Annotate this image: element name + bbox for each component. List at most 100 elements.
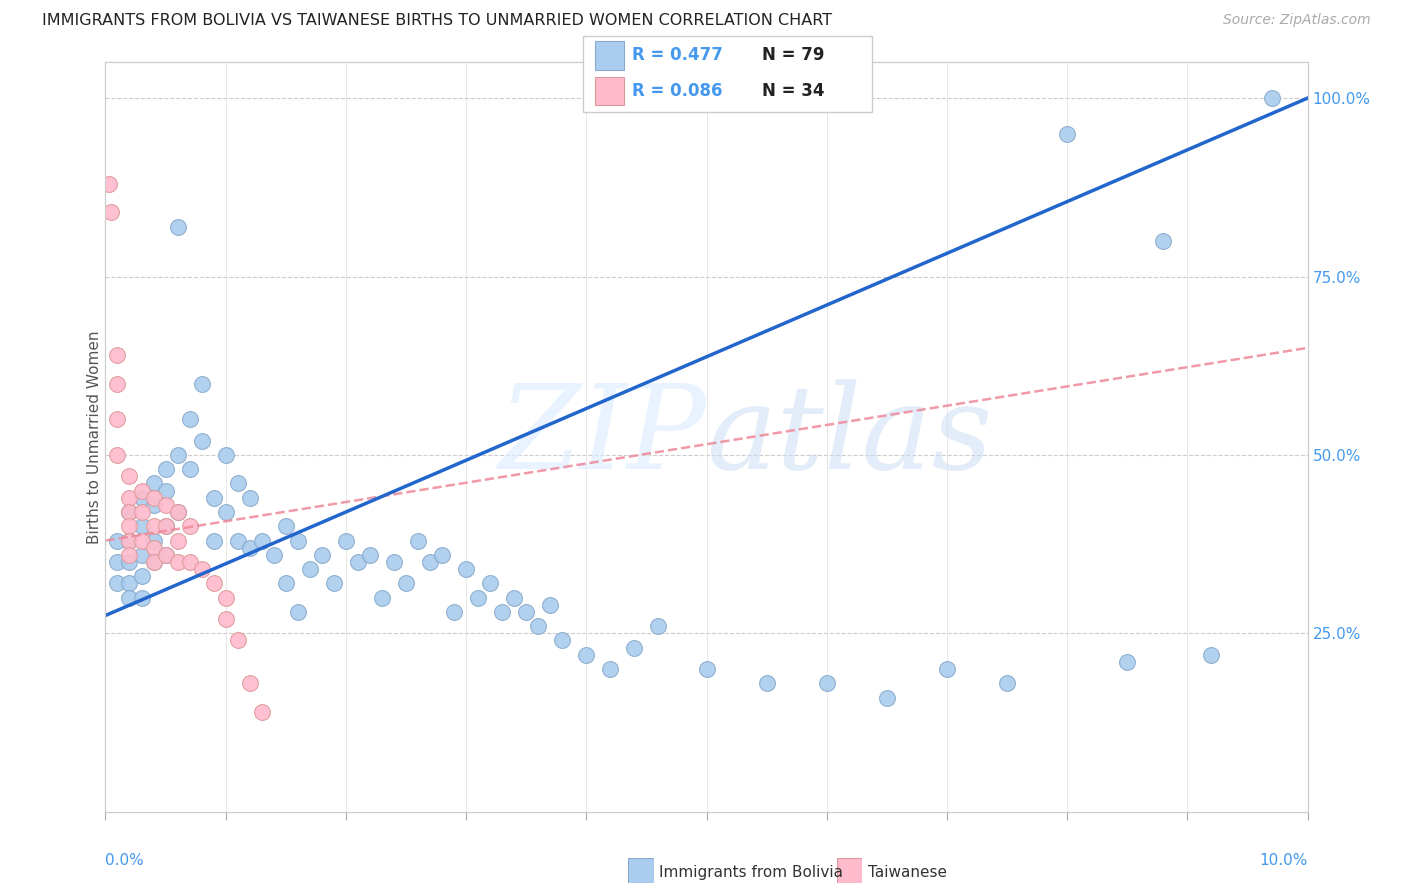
Point xyxy=(311,548,333,562)
Point xyxy=(179,555,201,569)
Point xyxy=(359,548,381,562)
Point xyxy=(755,676,778,690)
Point xyxy=(118,469,141,483)
Point xyxy=(107,555,129,569)
Point xyxy=(107,533,129,548)
Point xyxy=(274,519,297,533)
Point xyxy=(1056,127,1078,141)
Point xyxy=(647,619,669,633)
Point xyxy=(118,576,141,591)
Point xyxy=(166,219,188,234)
Text: IMMIGRANTS FROM BOLIVIA VS TAIWANESE BIRTHS TO UNMARRIED WOMEN CORRELATION CHART: IMMIGRANTS FROM BOLIVIA VS TAIWANESE BIR… xyxy=(42,13,832,29)
Point xyxy=(214,448,236,462)
FancyBboxPatch shape xyxy=(583,36,872,112)
Point xyxy=(118,555,141,569)
Point xyxy=(118,591,141,605)
Point xyxy=(131,533,153,548)
Point xyxy=(287,605,309,619)
Point xyxy=(166,505,188,519)
Point xyxy=(382,555,405,569)
Point xyxy=(142,555,165,569)
Point xyxy=(538,598,561,612)
Point xyxy=(190,376,212,391)
Point xyxy=(107,376,129,391)
Point xyxy=(155,462,177,476)
Point xyxy=(142,555,165,569)
FancyBboxPatch shape xyxy=(628,858,654,883)
Point xyxy=(107,576,129,591)
Point xyxy=(107,412,129,426)
Y-axis label: Births to Unmarried Women: Births to Unmarried Women xyxy=(87,330,101,544)
Text: N = 34: N = 34 xyxy=(762,82,825,100)
Point xyxy=(118,519,141,533)
Text: atlas: atlas xyxy=(707,380,993,494)
Point xyxy=(142,491,165,505)
Point xyxy=(599,662,621,676)
Point xyxy=(876,690,898,705)
Point xyxy=(406,533,429,548)
Text: Taiwanese: Taiwanese xyxy=(868,865,946,880)
Point xyxy=(179,462,201,476)
Point xyxy=(202,533,225,548)
Point xyxy=(371,591,394,605)
Point xyxy=(131,569,153,583)
Point xyxy=(527,619,550,633)
Point xyxy=(142,519,165,533)
Point xyxy=(166,555,188,569)
Point xyxy=(491,605,513,619)
Point xyxy=(226,533,249,548)
Point xyxy=(98,177,121,191)
Point xyxy=(166,533,188,548)
Point xyxy=(250,533,273,548)
Point xyxy=(155,548,177,562)
Point xyxy=(214,505,236,519)
Point xyxy=(263,548,285,562)
Point xyxy=(467,591,489,605)
Point xyxy=(575,648,598,662)
Point xyxy=(322,576,344,591)
Point xyxy=(142,476,165,491)
Text: R = 0.086: R = 0.086 xyxy=(633,82,723,100)
Point xyxy=(118,533,141,548)
Point xyxy=(239,676,262,690)
Point xyxy=(142,533,165,548)
Text: R = 0.477: R = 0.477 xyxy=(633,46,723,64)
Point xyxy=(107,348,129,362)
Point xyxy=(118,491,141,505)
Point xyxy=(118,505,141,519)
Point xyxy=(1116,655,1139,669)
Text: ZIP: ZIP xyxy=(499,380,707,494)
Point xyxy=(155,498,177,512)
Point xyxy=(131,591,153,605)
Point xyxy=(131,519,153,533)
Point xyxy=(226,476,249,491)
Point xyxy=(696,662,718,676)
Point xyxy=(155,519,177,533)
Point xyxy=(503,591,526,605)
Point xyxy=(454,562,477,576)
Point xyxy=(551,633,574,648)
Point xyxy=(443,605,465,619)
Point xyxy=(155,548,177,562)
Point xyxy=(202,491,225,505)
Point xyxy=(936,662,959,676)
Point xyxy=(131,505,153,519)
Point xyxy=(202,576,225,591)
FancyBboxPatch shape xyxy=(837,858,862,883)
Point xyxy=(131,491,153,505)
Point xyxy=(214,612,236,626)
Point xyxy=(226,633,249,648)
Point xyxy=(100,205,122,219)
Point xyxy=(419,555,441,569)
Text: Source: ZipAtlas.com: Source: ZipAtlas.com xyxy=(1223,13,1371,28)
Point xyxy=(190,562,212,576)
Point xyxy=(179,412,201,426)
Point xyxy=(190,434,212,448)
Point xyxy=(995,676,1018,690)
Point xyxy=(274,576,297,591)
Point xyxy=(335,533,357,548)
Point xyxy=(166,448,188,462)
Point xyxy=(179,519,201,533)
Text: Immigrants from Bolivia: Immigrants from Bolivia xyxy=(659,865,844,880)
Point xyxy=(155,483,177,498)
